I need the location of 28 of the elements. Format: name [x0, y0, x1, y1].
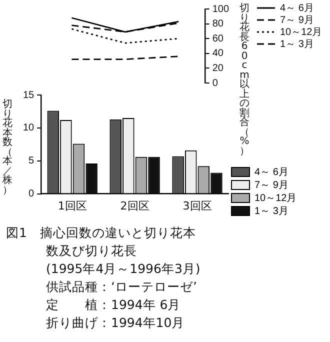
legend-label: 10～12月	[254, 192, 297, 204]
y-tick-label: 40	[212, 48, 224, 60]
x-tick-label: 2回区	[120, 199, 150, 212]
y-tick-label: 20	[212, 62, 224, 74]
text: 切り花本数（本／株）	[2, 99, 12, 196]
legend-label: 7～ 9月	[254, 180, 288, 191]
text: 折り曲げ：1994年10月	[45, 314, 186, 332]
y-tick-label: 10	[23, 122, 35, 134]
text: (1995年4月～1996年3月)	[45, 260, 202, 278]
y-tick-label: 15	[23, 90, 35, 101]
y-tick-label: 5	[28, 156, 35, 167]
x-tick-label: 3回区	[182, 199, 212, 212]
y-tick-label: 0	[28, 188, 35, 200]
legend-label: 1～ 3月	[280, 38, 314, 51]
x-tick-label: 1回区	[58, 199, 87, 212]
text: 供試品種：‘ローテローゼ’	[45, 278, 198, 296]
y-tick-label: 0	[212, 78, 218, 89]
y-tick-label: 80	[212, 18, 224, 30]
y-tick-label: 60	[212, 33, 224, 44]
legend-label: 1～ 3月	[254, 206, 288, 217]
legend-label: 4～ 6月	[280, 2, 314, 15]
legend-label: 7～ 9月	[280, 14, 314, 27]
text: 切り花長60cm以上の割合（%）	[240, 3, 250, 156]
text: 定 植：1994年 6月	[45, 296, 182, 314]
caption: 図1 摘心回数の違いと切り花本数及び切り花長	[6, 224, 197, 260]
legend-label: 10～12月	[280, 26, 322, 39]
legend-label: 4～ 6月	[254, 166, 288, 178]
y-tick-label: 100	[212, 4, 230, 15]
